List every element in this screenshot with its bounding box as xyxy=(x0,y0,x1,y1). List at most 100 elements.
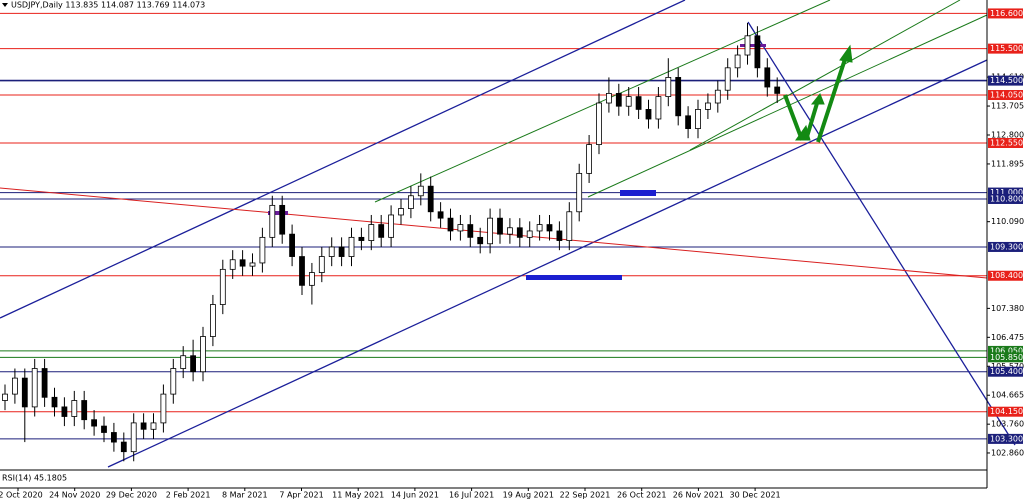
candle-body xyxy=(506,227,513,235)
candle-body xyxy=(2,393,8,401)
candle-body xyxy=(150,422,157,430)
level-label-box xyxy=(988,270,1023,281)
candle-body xyxy=(51,396,58,408)
level-label-box xyxy=(988,366,1023,377)
candle-body xyxy=(368,224,375,241)
candle-body xyxy=(338,246,345,257)
zone xyxy=(620,190,656,196)
level-label-box xyxy=(988,75,1023,86)
candle-body xyxy=(734,54,741,69)
candle-body xyxy=(685,115,691,129)
candle-body xyxy=(358,236,365,241)
level-label: 114.500 xyxy=(990,76,1023,85)
drawings xyxy=(0,0,1016,468)
zone xyxy=(526,275,622,280)
channel-lower xyxy=(107,59,988,468)
x-tick-label: 8 Mar 2021 xyxy=(222,491,268,500)
x-tick-label: 26 Oct 2021 xyxy=(617,491,666,500)
candle-body xyxy=(61,406,68,417)
arrowhead xyxy=(810,93,825,105)
candle-body xyxy=(754,35,761,69)
candle-body xyxy=(91,419,97,427)
trend-line xyxy=(0,187,988,279)
x-tick-label: 22 Oct 2020 xyxy=(0,491,43,500)
candle-body xyxy=(31,368,38,408)
candle-body xyxy=(764,67,771,88)
candle-body xyxy=(41,368,48,398)
candle-body xyxy=(348,236,355,257)
candle-body xyxy=(635,96,642,110)
level-label: 115.500 xyxy=(990,44,1023,53)
candle-body xyxy=(546,224,553,232)
candle-body xyxy=(219,268,226,305)
candle-body xyxy=(417,185,424,197)
candle-body xyxy=(596,102,602,145)
level-label-box xyxy=(988,43,1023,54)
candle-body xyxy=(81,400,88,421)
candle-body xyxy=(695,109,701,129)
y-tick-label: 112.800 xyxy=(991,130,1024,139)
candle-body xyxy=(724,67,731,91)
candle-body xyxy=(576,172,583,213)
candle-body xyxy=(744,35,751,56)
candle-body xyxy=(11,377,18,395)
candle-body xyxy=(170,368,177,395)
level-label: 114.050 xyxy=(990,91,1023,100)
candle-body xyxy=(625,96,632,107)
level-label: 108.400 xyxy=(990,271,1023,280)
level-label: 116.600 xyxy=(990,9,1023,18)
candle-body xyxy=(101,425,107,433)
x-tick-label: 7 Apr 2021 xyxy=(279,491,323,500)
candle-body xyxy=(586,144,592,174)
candle-body xyxy=(120,441,127,453)
candle-body xyxy=(566,211,573,241)
x-tick-label: 26 Nov 2021 xyxy=(673,491,724,500)
level-label: 109.300 xyxy=(990,242,1023,251)
level-label-box xyxy=(988,137,1023,148)
candle-body xyxy=(111,432,117,443)
level-label: 110.800 xyxy=(990,194,1023,203)
zone xyxy=(268,211,288,215)
level-label-box xyxy=(988,90,1023,101)
candle-body xyxy=(388,214,395,238)
level-label: 105.850 xyxy=(990,353,1023,362)
y-tick-label: 102.860 xyxy=(991,448,1024,457)
candle-body xyxy=(407,195,414,209)
candle-body xyxy=(229,259,236,270)
level-label-box xyxy=(988,352,1023,363)
level-label: 104.150 xyxy=(990,407,1023,416)
level-label-box xyxy=(988,8,1023,19)
candle-body xyxy=(427,185,434,213)
y-tick-label: 105.570 xyxy=(991,362,1024,371)
candle-body xyxy=(378,224,385,238)
candle-body xyxy=(180,355,187,369)
levels xyxy=(0,12,987,440)
candle-body xyxy=(477,236,484,245)
indicator-label: RSI(14) 45.1805 xyxy=(2,474,67,483)
candle-body xyxy=(714,89,721,104)
x-tick-label: 19 Aug 2021 xyxy=(503,491,554,500)
y-tick-label: 104.665 xyxy=(991,391,1024,400)
x-tick-label: 11 May 2021 xyxy=(332,491,384,500)
candle-body xyxy=(299,256,305,286)
candle-body xyxy=(239,259,246,267)
candle-body xyxy=(447,217,454,232)
candle-body xyxy=(209,304,216,337)
candle-body xyxy=(249,262,256,267)
menu-icon[interactable] xyxy=(2,3,8,7)
level-label-box xyxy=(988,345,1023,356)
y-tick-label: 107.380 xyxy=(991,304,1024,313)
candle-body xyxy=(655,96,662,120)
candle-body xyxy=(200,336,206,373)
green-channel-upper xyxy=(374,0,831,203)
candle-body xyxy=(308,272,315,286)
level-label-box xyxy=(988,241,1023,252)
candle-body xyxy=(190,355,197,373)
trend-line xyxy=(747,21,1016,446)
y-tick-label: 113.705 xyxy=(991,102,1024,111)
candle-body xyxy=(487,217,494,245)
level-label-box xyxy=(988,406,1023,417)
x-tick-label: 29 Dec 2020 xyxy=(106,491,157,500)
candle-body xyxy=(398,208,404,216)
